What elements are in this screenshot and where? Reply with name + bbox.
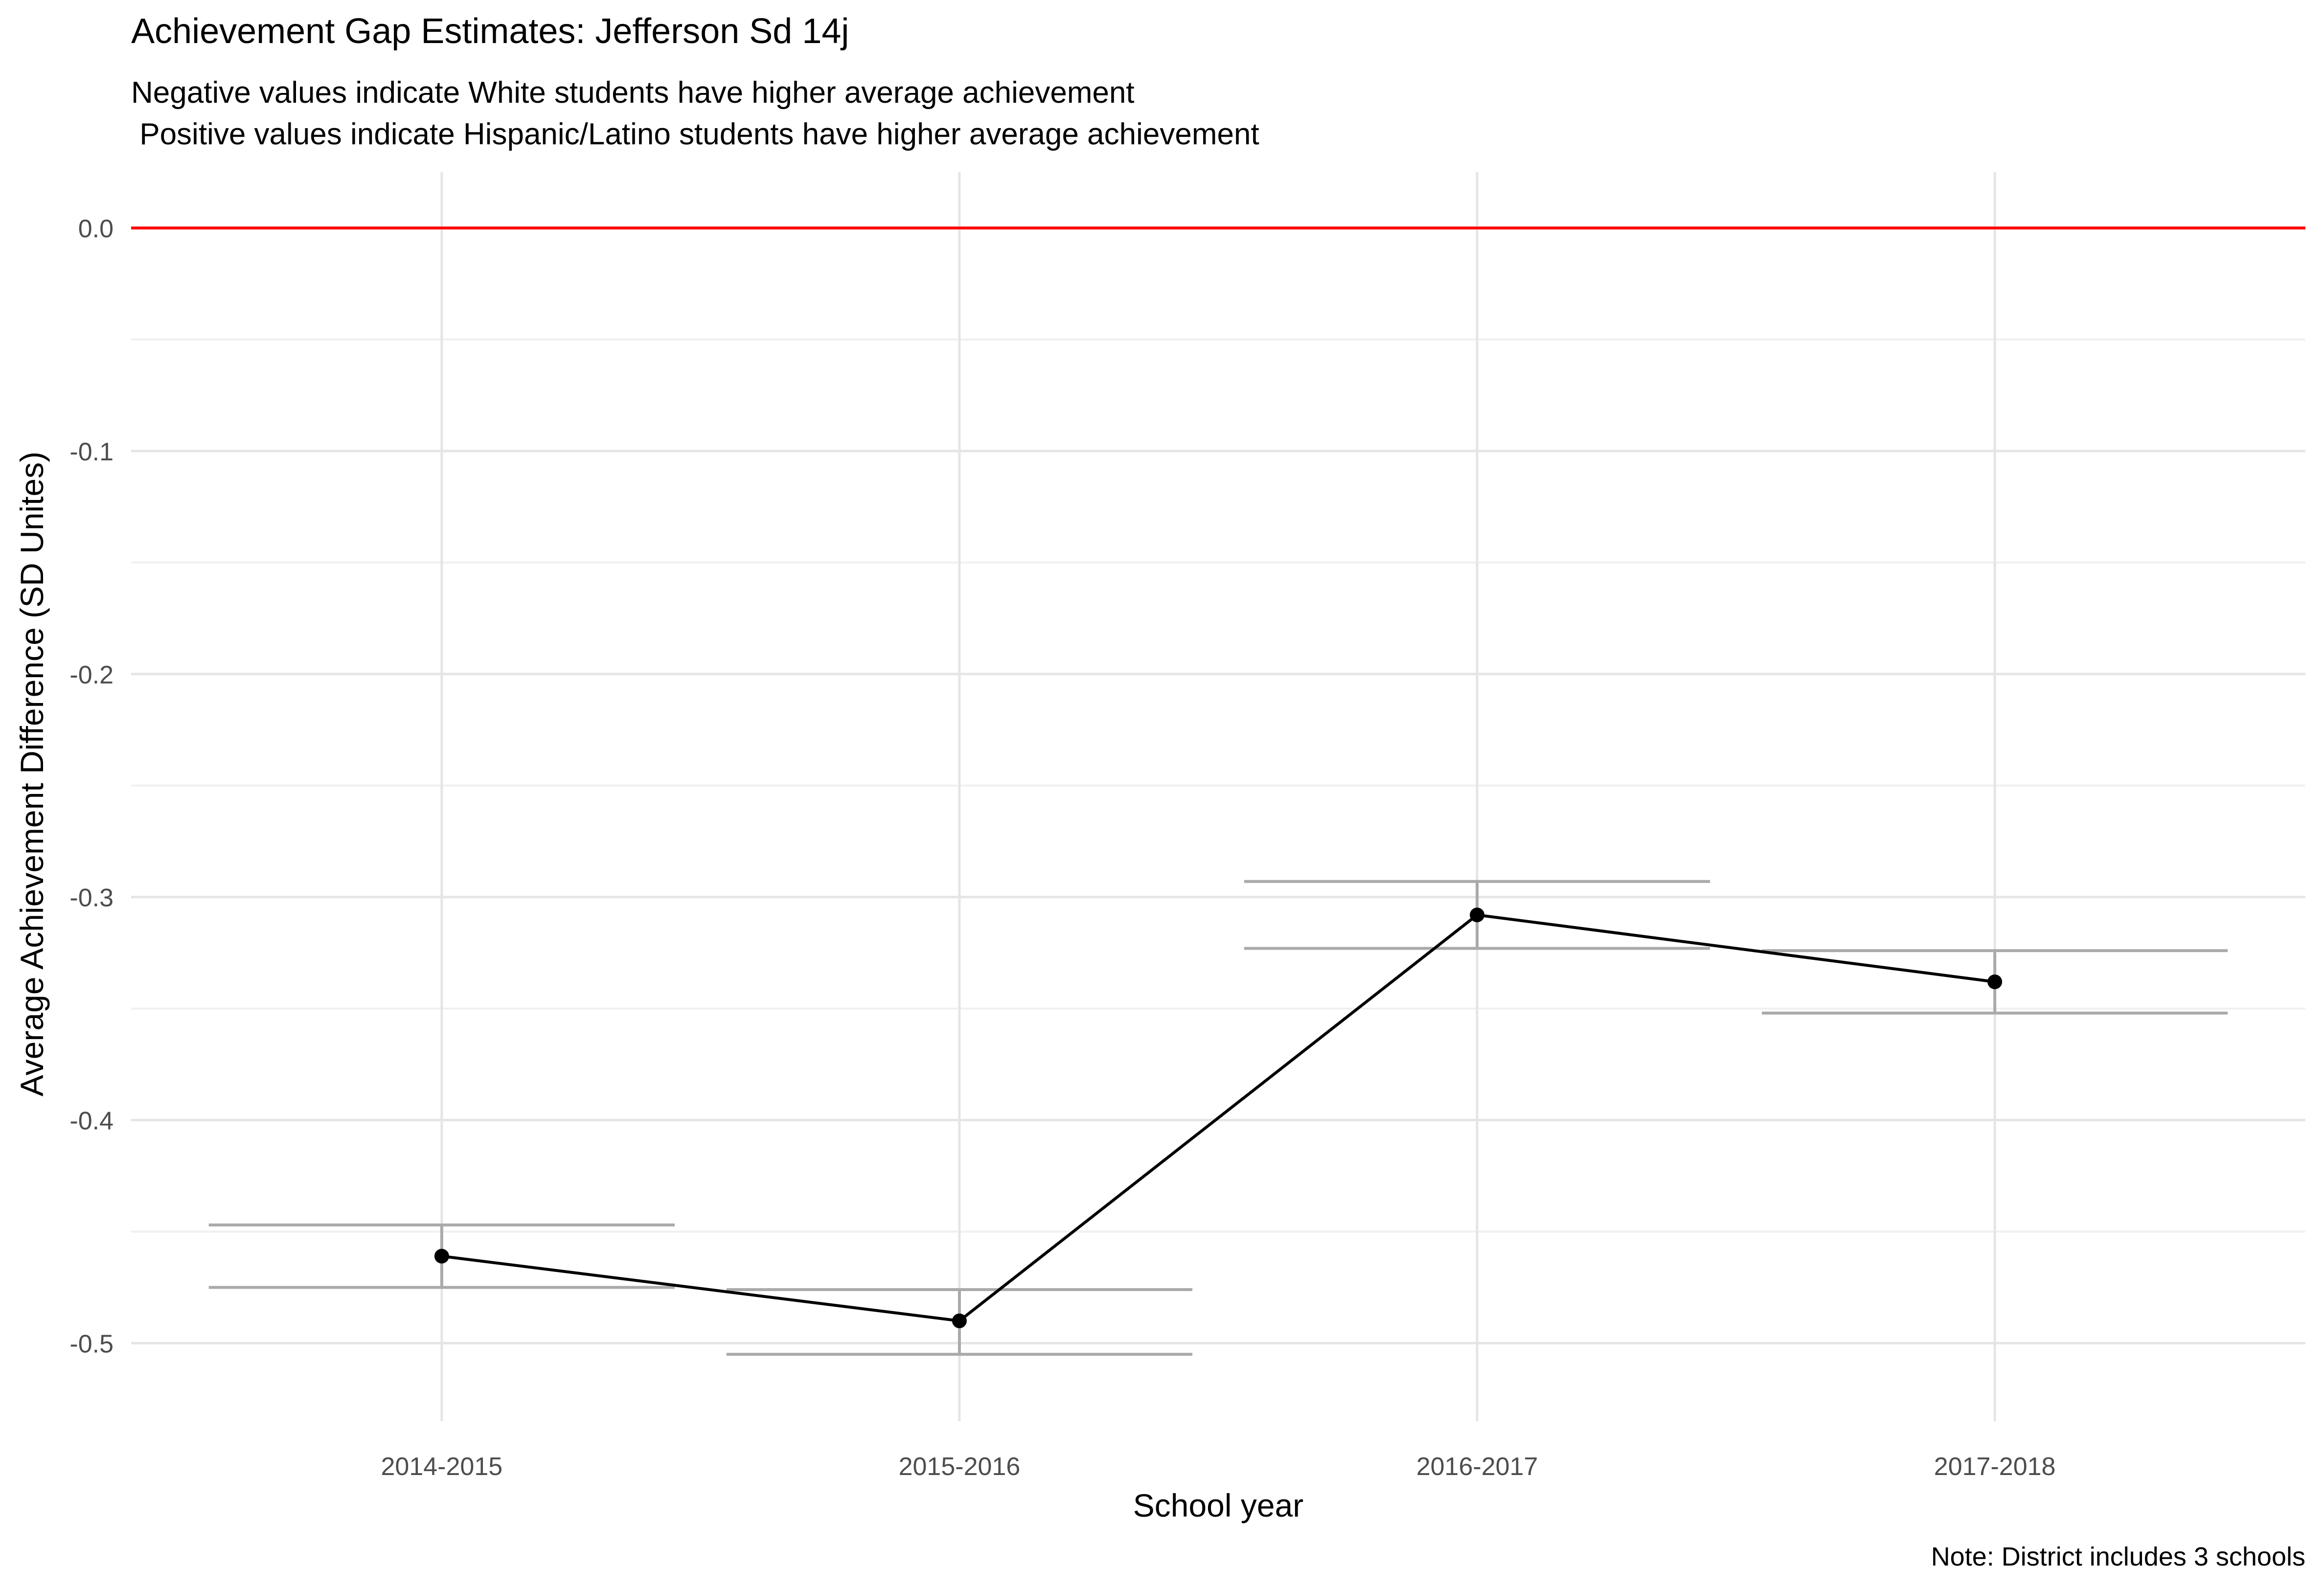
- x-axis-label: School year: [1133, 1487, 1304, 1523]
- y-tick-label: -0.3: [69, 884, 114, 912]
- grid-major: [131, 172, 2305, 1421]
- y-tick-label: 0.0: [78, 215, 114, 243]
- x-tick-label: 2016-2017: [1416, 1453, 1538, 1481]
- error-bars: [208, 880, 2228, 1356]
- chart-subtitle-line-1: Negative values indicate White students …: [131, 76, 1135, 110]
- data-point: [952, 1313, 967, 1328]
- x-tick-label: 2015-2016: [899, 1453, 1021, 1481]
- x-tick-labels: 2014-2015 2015-2016 2016-2017 2017-2018: [381, 1453, 2056, 1481]
- data-point: [1470, 908, 1485, 923]
- chart-caption: Note: District includes 3 schools: [1931, 1542, 2305, 1571]
- y-tick-labels: 0.0 -0.1 -0.2 -0.3 -0.4 -0.5: [69, 215, 114, 1358]
- chart-subtitle-line-2: Positive values indicate Hispanic/Latino…: [131, 117, 1259, 151]
- data-point: [434, 1249, 449, 1264]
- series-line-layer: [441, 913, 1995, 1322]
- data-point: [1987, 974, 2003, 989]
- y-tick-label: -0.5: [69, 1330, 114, 1358]
- chart-title: Achievement Gap Estimates: Jefferson Sd …: [131, 12, 849, 51]
- grid-minor: [131, 338, 2305, 1233]
- data-points: [434, 908, 2003, 1328]
- x-tick-label: 2014-2015: [381, 1453, 503, 1481]
- y-axis-label: Average Achievement Difference (SD Unite…: [14, 452, 50, 1096]
- series-line: [441, 913, 1995, 1322]
- x-tick-label: 2017-2018: [1934, 1453, 2056, 1481]
- y-tick-label: -0.1: [69, 438, 114, 466]
- y-tick-label: -0.2: [69, 661, 114, 689]
- y-tick-label: -0.4: [69, 1107, 114, 1136]
